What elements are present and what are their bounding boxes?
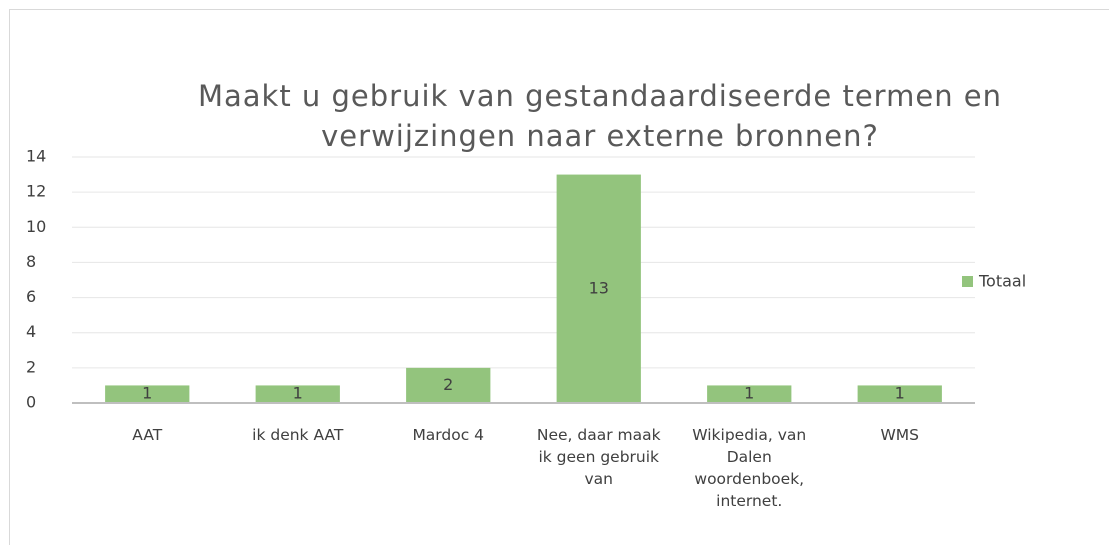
x-tick-label: ik denk AAT [252, 426, 344, 444]
y-tick-label: 14 [26, 147, 46, 166]
chart-border [9, 9, 1109, 545]
y-tick-label: 10 [26, 217, 46, 236]
y-tick-label: 0 [26, 393, 36, 412]
data-label: 2 [443, 375, 453, 394]
x-tick-label: Nee, daar maak ik geen gebruik van [536, 426, 661, 488]
x-tick-label: Wikipedia, van Dalen woordenboek, intern… [692, 426, 807, 510]
bar [406, 367, 491, 403]
data-label: 1 [895, 384, 905, 403]
y-tick-label: 8 [26, 252, 36, 271]
data-label: 13 [589, 278, 609, 297]
y-tick-label: 12 [26, 182, 46, 201]
bar [857, 385, 942, 403]
bar [255, 385, 340, 403]
legend-swatch [962, 276, 973, 287]
bar [707, 385, 792, 403]
y-tick-label: 2 [26, 357, 36, 376]
y-tick-label: 6 [26, 287, 36, 306]
x-tick-label: Mardoc 4 [412, 426, 485, 444]
chart-title: Maakt u gebruik van gestandaardiseerde t… [197, 79, 1003, 153]
data-label: 1 [142, 384, 152, 403]
legend-label: Totaal [978, 272, 1026, 291]
data-label: 1 [293, 384, 303, 403]
data-label: 1 [744, 384, 754, 403]
y-tick-label: 4 [26, 322, 36, 341]
x-tick-label: WMS [880, 426, 920, 444]
bar [105, 385, 190, 403]
bar [556, 174, 641, 403]
x-tick-label: AAT [132, 426, 163, 444]
